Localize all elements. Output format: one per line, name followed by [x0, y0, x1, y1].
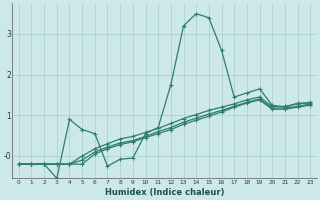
X-axis label: Humidex (Indice chaleur): Humidex (Indice chaleur) [105, 188, 224, 197]
